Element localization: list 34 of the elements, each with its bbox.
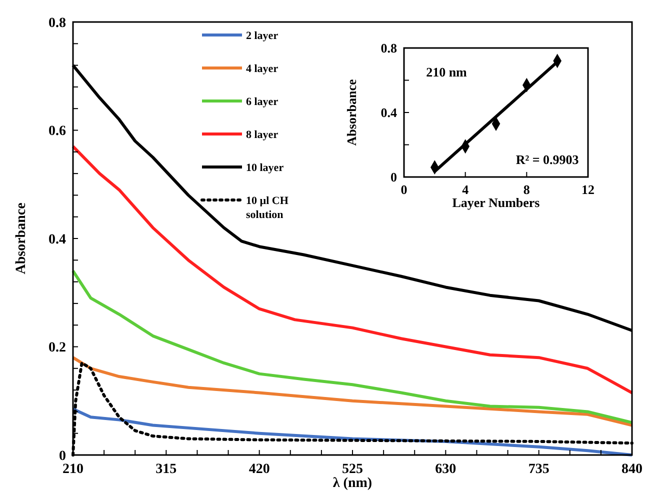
legend-label: 2 layer — [246, 30, 278, 42]
legend-label: 6 layer — [246, 96, 278, 108]
x-tick-label: 210 — [62, 462, 84, 477]
x-tick-label: 420 — [248, 462, 270, 477]
x-tick-label: 4 — [462, 182, 470, 197]
line-series — [72, 144, 634, 394]
y-tick-label: 0.4 — [380, 105, 398, 120]
x-tick-label: 0 — [400, 182, 408, 197]
annotation: 210 nm — [426, 64, 468, 80]
line-series — [72, 356, 634, 427]
x-tick-label: 630 — [435, 462, 456, 477]
x-tick-label: 735 — [528, 462, 550, 477]
annotation: R² = 0.9903 — [516, 152, 580, 168]
y-tick-label: 0 — [59, 448, 66, 464]
x-tick-label: 12 — [582, 182, 594, 197]
x-axis-title: Layer Numbers — [452, 195, 540, 210]
y-tick-label: 0.8 — [48, 16, 66, 31]
x-tick-label: 8 — [523, 182, 530, 197]
x-tick-label: 315 — [156, 462, 177, 477]
y-axis-title: Absorbance — [14, 202, 29, 274]
legend-label: 4 layer — [246, 63, 278, 75]
x-axis-title: λ (nm) — [332, 476, 372, 491]
line-series — [72, 269, 634, 424]
y-tick-label: 0.4 — [48, 232, 66, 248]
y-tick-label: 0.8 — [380, 40, 398, 56]
x-tick-label: 840 — [622, 462, 642, 477]
y-tick-label: 0.2 — [48, 340, 66, 356]
legend-label: 10 µl CH solution — [246, 195, 289, 221]
y-axis-title: Absorbance — [344, 79, 359, 146]
legend-label: 10 layer — [246, 162, 284, 174]
y-tick-label: 0.6 — [48, 124, 66, 140]
legend-label: 8 layer — [246, 129, 278, 141]
y-tick-label: 0 — [390, 170, 397, 185]
x-tick-label: 525 — [342, 462, 363, 477]
